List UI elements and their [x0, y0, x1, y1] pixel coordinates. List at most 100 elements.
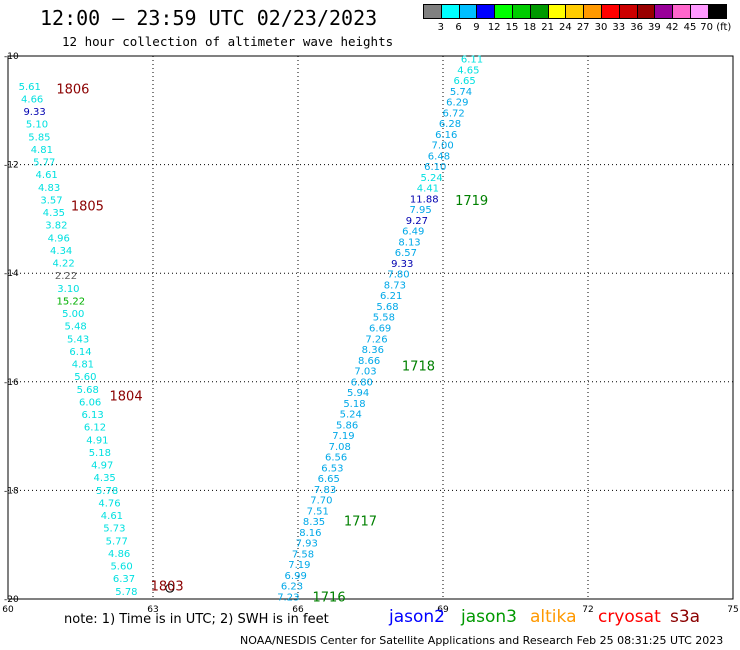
- swh-value: 8.66: [358, 356, 380, 367]
- swh-value: 6.49: [402, 227, 424, 238]
- scale-label: 39: [648, 22, 661, 33]
- swh-value: 5.43: [67, 334, 89, 345]
- scale-label: 6: [455, 22, 462, 33]
- swh-value: 3.82: [45, 221, 67, 232]
- swh-value: 5.60: [110, 562, 132, 573]
- swh-value: 6.16: [435, 130, 457, 141]
- swh-value: 7.51: [307, 506, 329, 517]
- x-tick-label: 66: [292, 605, 304, 615]
- scale-label: 42: [665, 22, 679, 33]
- swh-value: 6.65: [318, 474, 340, 485]
- scale-label: 18: [523, 22, 537, 33]
- x-tick-label: 69: [437, 605, 449, 615]
- swh-value: 6.29: [446, 98, 468, 109]
- swh-value: 6.11: [461, 55, 483, 66]
- swh-value: 5.85: [28, 132, 50, 143]
- scale-swatch: [707, 4, 727, 19]
- swh-value: 4.96: [48, 233, 70, 244]
- swh-value: 5.24: [420, 173, 442, 184]
- swh-value: 5.18: [89, 448, 111, 459]
- swh-value: 4.65: [457, 65, 479, 76]
- swh-value: 3.10: [57, 284, 79, 295]
- pass-number-label: 1804: [110, 389, 143, 404]
- scale-label: 45: [683, 22, 697, 33]
- island-marker: [165, 583, 175, 593]
- y-tick-label: -20: [4, 595, 19, 605]
- swh-value: 5.68: [376, 302, 398, 313]
- swh-value: 5.74: [450, 87, 472, 98]
- swh-value: 6.28: [439, 119, 461, 130]
- x-tick-label: 75: [727, 605, 738, 615]
- scale-label: 27: [576, 22, 590, 33]
- y-tick-label: -18: [4, 486, 19, 496]
- swh-value: 5.18: [343, 399, 365, 410]
- scale-label: 9: [473, 22, 480, 33]
- y-tick-label: -12: [4, 161, 19, 171]
- scale-label: 12: [487, 22, 501, 33]
- y-tick-label: -10: [4, 52, 19, 62]
- swh-value: 6.65: [454, 76, 476, 87]
- y-tick-label: -16: [4, 378, 19, 388]
- footer-credit: NOAA/NESDIS Center for Satellite Applica…: [240, 634, 724, 647]
- swh-value: 7.08: [329, 442, 351, 453]
- swh-value: 6.72: [443, 108, 465, 119]
- swh-value: 3.57: [40, 195, 62, 206]
- swh-value: 6.13: [81, 410, 103, 421]
- swh-value: 4.91: [86, 435, 108, 446]
- swh-value: 4.35: [43, 208, 65, 219]
- swh-value: 4.97: [91, 461, 113, 472]
- swh-value: 8.36: [362, 345, 384, 356]
- scale-label: 24: [559, 22, 572, 33]
- swh-value: 7.26: [365, 334, 387, 345]
- swh-value: 5.94: [347, 388, 369, 399]
- pass-number-label: 1716: [313, 590, 346, 605]
- swh-value: 7.23: [277, 592, 299, 603]
- swh-value: 8.73: [384, 280, 406, 291]
- swh-value: 5.58: [373, 313, 395, 324]
- swh-value: 6.12: [84, 423, 106, 434]
- pass-number-label: 1806: [56, 83, 89, 98]
- swh-value: 6.48: [428, 151, 450, 162]
- pass-number-label: 1719: [455, 194, 488, 209]
- swh-value: 5.77: [33, 158, 55, 169]
- scale-label: 15: [505, 22, 519, 33]
- swh-value: 5.73: [103, 524, 125, 535]
- swh-value: 6.53: [321, 463, 343, 474]
- map-title: 12:00 — 23:59 UTC 02/23/2023: [40, 6, 378, 30]
- swh-value: 6.10: [424, 162, 446, 173]
- swh-value: 5.68: [77, 385, 99, 396]
- satellite-legend-jason3: jason3: [461, 607, 517, 627]
- swh-value: 9.33: [391, 259, 413, 270]
- x-tick-label: 60: [2, 605, 14, 615]
- swh-value: 4.81: [31, 145, 53, 156]
- swh-value: 6.21: [380, 291, 402, 302]
- swh-value: 7.95: [409, 205, 431, 216]
- swh-value: 4.35: [94, 473, 116, 484]
- scale-label: 36: [630, 22, 643, 33]
- swh-value: 2.22: [55, 271, 77, 282]
- satellite-legend-altika: altika: [530, 607, 577, 627]
- swh-value: 7.70: [310, 496, 332, 507]
- swh-value: 6.37: [113, 574, 135, 585]
- swh-value: 4.41: [417, 184, 439, 195]
- scale-label: 30: [594, 22, 608, 33]
- swh-value: 5.78: [115, 587, 137, 598]
- swh-value: 8.35: [303, 517, 325, 528]
- swh-value: 7.58: [292, 549, 314, 560]
- satellite-legend-jason2: jason2: [389, 607, 445, 627]
- swh-value: 11.88: [410, 194, 439, 205]
- swh-value: 4.81: [72, 360, 94, 371]
- swh-value: 9.27: [406, 216, 428, 227]
- pass-number-label: 1718: [402, 360, 435, 375]
- satellite-legend-cryosat: cryosat: [598, 607, 661, 627]
- swh-value: 4.22: [52, 259, 74, 270]
- note-text: note: 1) Time is in UTC; 2) SWH is in fe…: [64, 612, 329, 627]
- swh-value: 4.66: [21, 94, 43, 105]
- swh-value: 5.48: [65, 322, 87, 333]
- scale-label: 3: [437, 22, 444, 33]
- swh-value: 6.14: [69, 347, 91, 358]
- swh-value: 8.16: [299, 528, 321, 539]
- scale-label: 33: [612, 22, 626, 33]
- swh-value: 6.23: [281, 582, 303, 593]
